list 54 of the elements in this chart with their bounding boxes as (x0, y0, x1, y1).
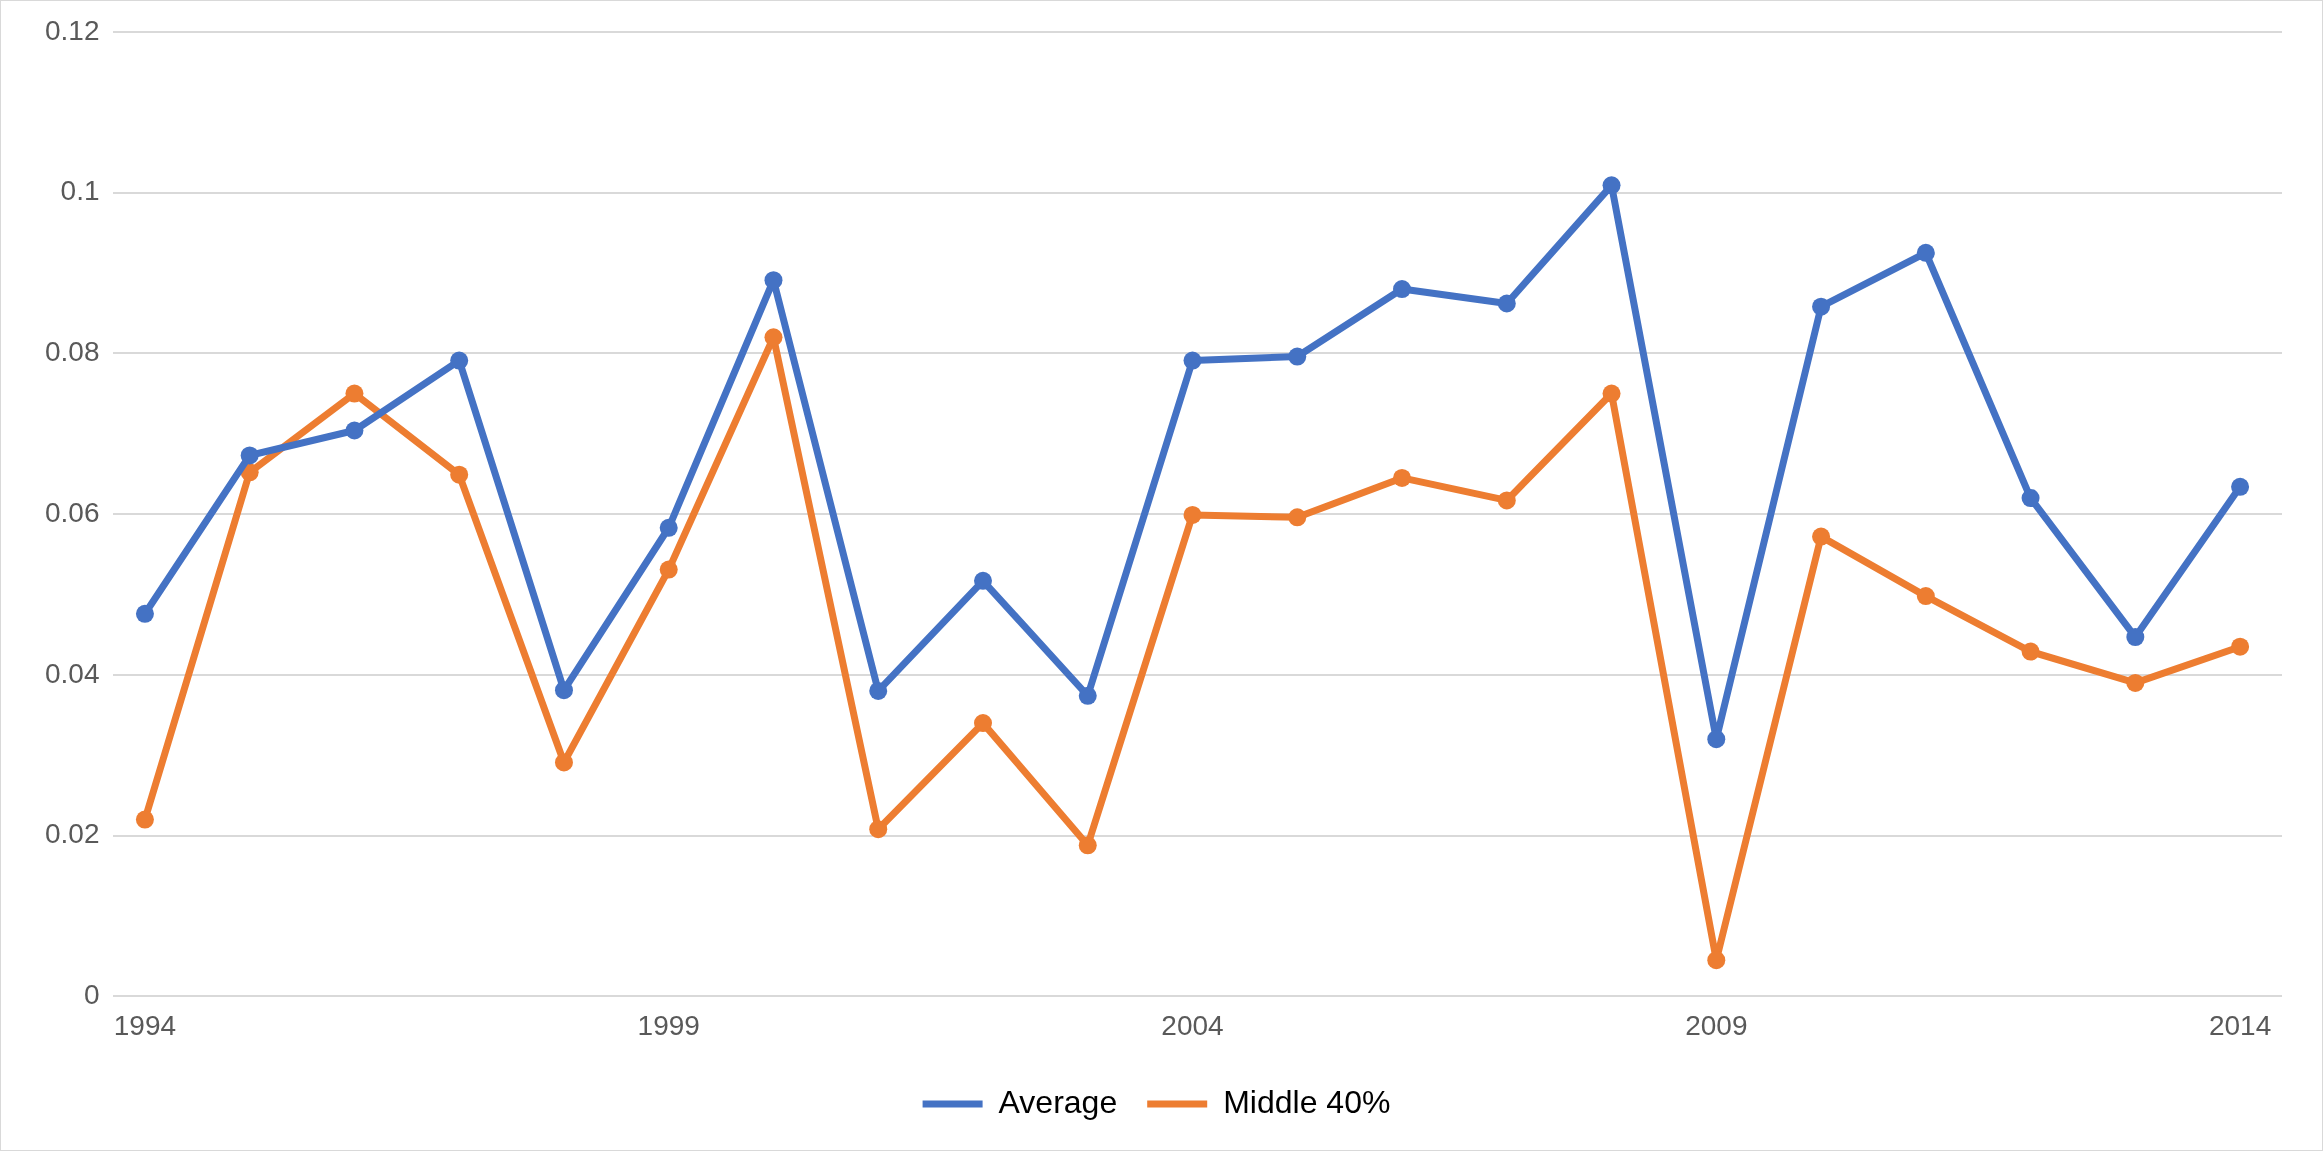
point (554, 753, 573, 772)
x-tick-label: 1999 (637, 1009, 700, 1041)
x-tick-label: 2009 (1685, 1009, 1748, 1041)
point (345, 421, 364, 440)
x-tick-label: 1994 (113, 1009, 177, 1041)
point (1183, 351, 1202, 370)
legend-label: Average (998, 1083, 1118, 1120)
point (2021, 642, 2040, 661)
point (1707, 951, 1726, 970)
point (869, 820, 888, 839)
point (973, 571, 992, 590)
x-tick-label: 2014 (2208, 1009, 2272, 1041)
y-tick-label: 0.06 (45, 496, 100, 528)
point (1812, 297, 1831, 316)
y-tick-label: 0.1 (60, 175, 100, 207)
point (659, 518, 678, 537)
point (973, 714, 992, 733)
point (2021, 489, 2040, 508)
point (659, 560, 678, 579)
point (1078, 836, 1097, 855)
y-tick-label: 0 (83, 979, 100, 1011)
point (1288, 347, 1307, 366)
point (2126, 673, 2145, 692)
point (450, 465, 469, 484)
point (869, 681, 888, 700)
point (345, 384, 364, 403)
point (2126, 628, 2145, 647)
point (1183, 505, 1202, 524)
point (1602, 176, 1621, 195)
point (240, 446, 259, 465)
point (135, 810, 154, 829)
point (1497, 491, 1516, 510)
point (2231, 637, 2250, 656)
y-tick-label: 0.12 (45, 14, 100, 46)
point (2231, 477, 2250, 496)
point (1288, 508, 1307, 527)
point (1916, 587, 1935, 606)
y-tick-label: 0.02 (45, 818, 100, 850)
point (1707, 730, 1726, 749)
y-tick-label: 0.04 (45, 657, 100, 689)
point (1812, 527, 1831, 546)
legend-label: Middle 40% (1223, 1083, 1391, 1120)
point (1078, 686, 1097, 705)
y-tick-label: 0.08 (45, 336, 100, 368)
point (1602, 384, 1621, 403)
point (450, 351, 469, 370)
point (1916, 243, 1935, 262)
point (1393, 280, 1412, 299)
point (1393, 468, 1412, 487)
x-tick-label: 2004 (1161, 1009, 1224, 1041)
point (764, 328, 783, 347)
point (135, 604, 154, 623)
point (554, 681, 573, 700)
point (1497, 294, 1516, 313)
